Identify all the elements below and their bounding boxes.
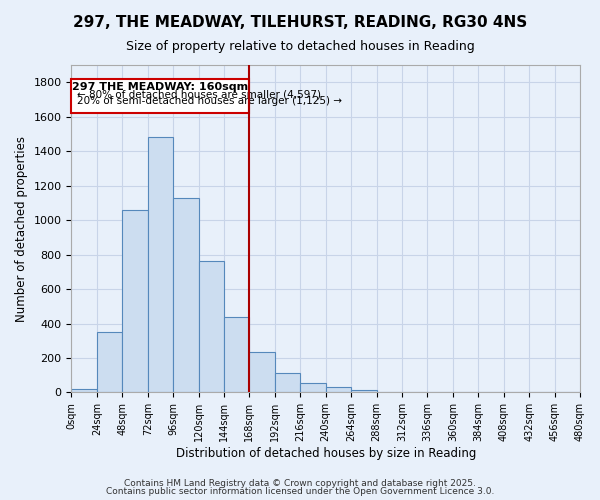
Bar bbox=[224, 316, 250, 392]
Bar bbox=[351, 390, 377, 392]
Text: Size of property relative to detached houses in Reading: Size of property relative to detached ho… bbox=[125, 40, 475, 53]
Bar bbox=[173, 198, 199, 392]
X-axis label: Distribution of detached houses by size in Reading: Distribution of detached houses by size … bbox=[176, 447, 476, 460]
Bar bbox=[250, 352, 275, 393]
Bar bbox=[300, 383, 326, 392]
FancyBboxPatch shape bbox=[71, 79, 250, 114]
Bar bbox=[122, 210, 148, 392]
Bar bbox=[199, 262, 224, 392]
Bar bbox=[71, 389, 97, 392]
Bar bbox=[275, 372, 300, 392]
Bar bbox=[148, 138, 173, 392]
Text: ← 80% of detached houses are smaller (4,597): ← 80% of detached houses are smaller (4,… bbox=[77, 90, 321, 100]
Bar bbox=[97, 332, 122, 392]
Bar bbox=[326, 388, 351, 392]
Text: 297 THE MEADWAY: 160sqm: 297 THE MEADWAY: 160sqm bbox=[73, 82, 248, 92]
Text: 20% of semi-detached houses are larger (1,125) →: 20% of semi-detached houses are larger (… bbox=[77, 96, 342, 106]
Text: Contains public sector information licensed under the Open Government Licence 3.: Contains public sector information licen… bbox=[106, 487, 494, 496]
Text: Contains HM Land Registry data © Crown copyright and database right 2025.: Contains HM Land Registry data © Crown c… bbox=[124, 478, 476, 488]
Text: 297, THE MEADWAY, TILEHURST, READING, RG30 4NS: 297, THE MEADWAY, TILEHURST, READING, RG… bbox=[73, 15, 527, 30]
Y-axis label: Number of detached properties: Number of detached properties bbox=[15, 136, 28, 322]
